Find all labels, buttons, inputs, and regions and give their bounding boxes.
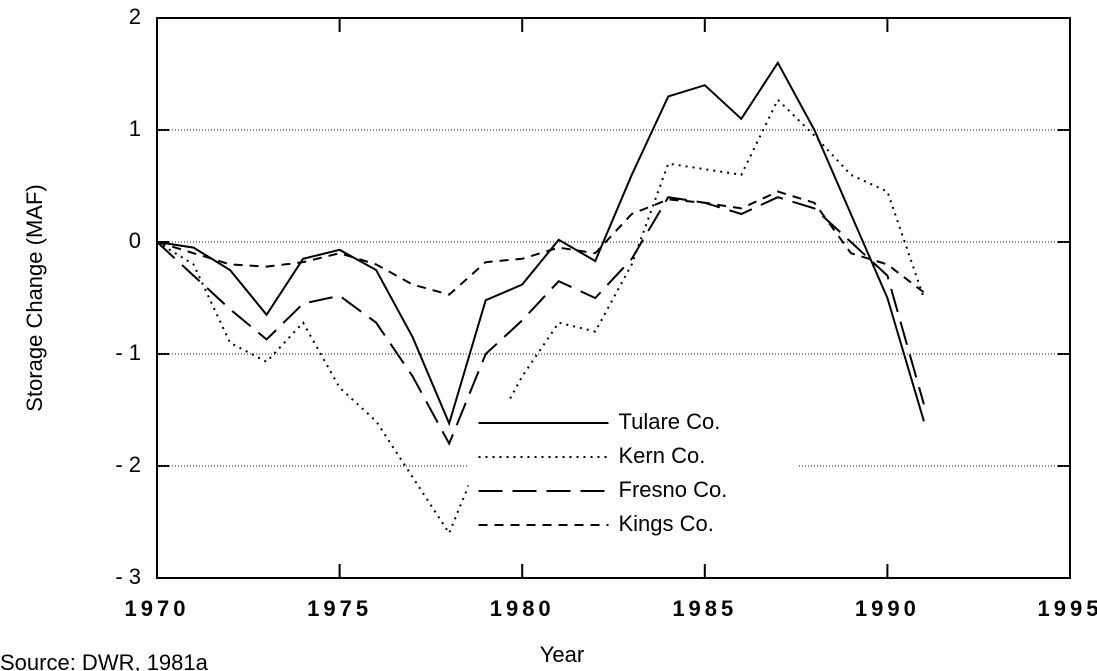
y-axis-label: Storage Change (MAF) <box>22 184 47 411</box>
legend-label: Kern Co. <box>619 443 706 468</box>
series-line <box>156 60 925 427</box>
legend: Tulare Co. Kern Co. Fresno Co. Kings Co. <box>468 402 799 546</box>
y-tick-label: - 1 <box>115 340 141 365</box>
x-axis-label: Year <box>540 642 584 667</box>
source-note: Source: DWR, 1981a <box>0 650 209 671</box>
x-tick-label: 1975 <box>307 596 372 621</box>
legend-label: Fresno Co. <box>619 477 728 502</box>
x-tick-label: 1995 <box>1038 596 1097 621</box>
x-tick-label: 1980 <box>490 596 555 621</box>
x-tick-label: 1985 <box>672 596 737 621</box>
x-tick-label: 1990 <box>855 596 920 621</box>
y-tick-label: 0 <box>129 228 141 253</box>
x-tick-label: 1970 <box>125 596 190 621</box>
legend-label: Tulare Co. <box>619 409 721 434</box>
legend-box <box>468 402 799 546</box>
y-tick-label: - 3 <box>115 564 141 589</box>
plot-frame <box>156 17 1071 579</box>
y-tick-label: 1 <box>129 116 141 141</box>
series-line <box>156 196 925 446</box>
y-tick-label: 2 <box>129 4 141 29</box>
y-tick-label: - 2 <box>115 452 141 477</box>
series-line <box>156 98 925 536</box>
series-line <box>156 190 925 296</box>
legend-label: Kings Co. <box>619 511 714 536</box>
